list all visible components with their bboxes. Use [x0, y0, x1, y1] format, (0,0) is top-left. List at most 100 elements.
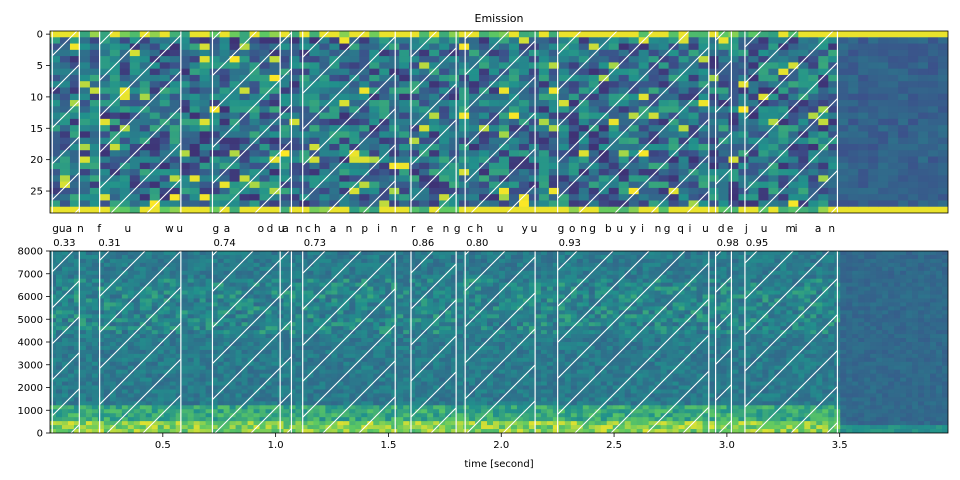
- spectrogram-cell: [295, 425, 303, 430]
- emission-cell: [888, 87, 899, 95]
- emission-cell: [728, 150, 740, 158]
- emission-cell: [179, 37, 191, 45]
- spectrogram-cell: [205, 409, 213, 414]
- emission-cell: [838, 93, 849, 101]
- emission-cell: [548, 125, 560, 133]
- emission-cell: [878, 81, 889, 89]
- char-label: c: [305, 223, 311, 235]
- emission-cell: [888, 93, 899, 101]
- spectrogram-cell: [289, 310, 297, 315]
- spectrogram-cell: [199, 302, 207, 307]
- spectrogram-cell: [85, 302, 93, 307]
- emission-cell: [938, 68, 948, 76]
- spectrogram-cell: [187, 286, 195, 292]
- emission-cell: [189, 74, 201, 82]
- emission-cell: [908, 150, 919, 158]
- emission-cell: [189, 37, 201, 45]
- spectrogram-cell: [187, 361, 195, 367]
- emission-cell: [928, 49, 939, 57]
- emission-cell: [89, 125, 101, 133]
- spectrogram-cell: [181, 251, 189, 256]
- emission-cell: [938, 125, 948, 133]
- emission-cell: [728, 87, 740, 95]
- emission-cell: [878, 150, 889, 158]
- emission-cell: [908, 49, 919, 57]
- emission-cell: [908, 125, 919, 133]
- spectrogram-cell: [295, 258, 303, 264]
- emission-cell: [459, 100, 470, 107]
- emission-cell: [548, 74, 560, 82]
- emission-cell: [838, 187, 849, 195]
- emission-cell: [548, 131, 560, 139]
- spectrogram-cell: [79, 377, 87, 383]
- emission-cell: [858, 137, 869, 145]
- spectrogram-cell: [181, 286, 189, 292]
- emission-cell: [289, 131, 301, 139]
- emission-cell: [928, 43, 939, 51]
- spectrogram-cell: [295, 334, 303, 339]
- spectrogram-cell: [205, 361, 213, 367]
- emission-cell: [868, 181, 879, 189]
- spectrogram-cell: [193, 294, 201, 300]
- emission-cell: [928, 143, 939, 151]
- emission-cell: [289, 106, 301, 114]
- spectrogram-cell: [199, 377, 207, 383]
- emission-cell: [538, 31, 550, 38]
- spectrogram-cell: [85, 409, 93, 414]
- emission-cell: [708, 37, 720, 45]
- emission-cell: [908, 137, 919, 145]
- emission-cell: [838, 175, 849, 183]
- spectrogram-cell: [187, 357, 195, 363]
- emission-cell: [938, 74, 948, 82]
- spectrogram-cell: [85, 393, 93, 398]
- emission-cell: [938, 49, 948, 57]
- emission-cell: [289, 137, 301, 145]
- emission-cell: [548, 181, 560, 189]
- emission-cell: [908, 181, 919, 189]
- emission-cell: [189, 143, 201, 151]
- emission-cell: [289, 112, 301, 120]
- spectrogram-cell: [79, 365, 87, 371]
- emission-cell: [928, 81, 939, 89]
- emission-cell: [878, 93, 889, 101]
- spectrogram-cell: [193, 318, 201, 323]
- spectrogram-cell: [199, 294, 207, 300]
- spectrogram-cell: [289, 381, 297, 387]
- emission-cell: [89, 81, 101, 89]
- emission-cell: [548, 162, 560, 170]
- emission-cell: [918, 68, 929, 76]
- emission-cell: [189, 87, 201, 95]
- spectrogram-cell: [85, 274, 93, 280]
- emission-cell: [538, 194, 550, 202]
- emission-cell: [548, 169, 560, 176]
- spectrogram-cell: [79, 270, 87, 276]
- spectrogram-cell: [85, 349, 93, 355]
- emission-cell: [399, 194, 410, 202]
- emission-cell: [538, 137, 550, 145]
- emission-cell: [898, 187, 909, 195]
- emission-cell: [938, 93, 948, 101]
- spectrogram-cell: [205, 294, 213, 300]
- spectrogram-cell: [193, 397, 201, 402]
- spectrogram-cell: [181, 282, 189, 288]
- emission-cell: [459, 150, 470, 158]
- emission-cell: [728, 137, 740, 145]
- emission-cell: [918, 37, 929, 45]
- emission-cell: [738, 81, 750, 89]
- emission-cell: [848, 206, 859, 213]
- emission-cell: [199, 169, 211, 176]
- spectrogram-cell: [85, 290, 93, 296]
- emission-cell: [878, 187, 889, 195]
- char-label: u: [761, 223, 768, 235]
- emission-segment: [411, 31, 457, 213]
- emission-cell: [908, 31, 919, 38]
- spectrogram-cell: [199, 409, 207, 414]
- emission-cell: [89, 143, 101, 151]
- spectrogram-cell: [187, 326, 195, 331]
- spectrogram-cell: [79, 397, 87, 402]
- emission-cell: [738, 125, 750, 133]
- emission-cell: [538, 206, 550, 213]
- emission-cell: [199, 81, 211, 89]
- emission-cell: [538, 162, 550, 170]
